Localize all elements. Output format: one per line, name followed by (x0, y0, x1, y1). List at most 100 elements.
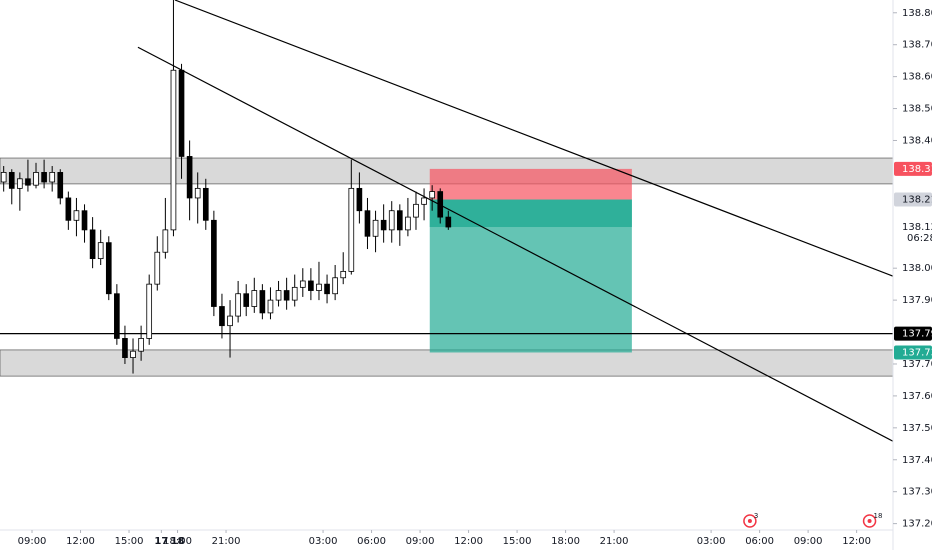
x-tick-label: 09:00 (18, 536, 47, 547)
candle-body (413, 203, 419, 218)
candle-body (114, 293, 120, 339)
candle-body (299, 280, 306, 288)
x-tick-label: 12:00 (454, 536, 483, 547)
price-label: 138.215 (902, 195, 932, 206)
price-label: 138.129 (902, 222, 932, 233)
price-label: 138.311 (902, 164, 932, 175)
y-tick-label: 138.800 (902, 8, 932, 19)
x-tick-label: 18:00 (551, 536, 580, 547)
price-label-bg (894, 345, 932, 360)
candle-body (291, 286, 298, 301)
x-tick-label: 06:00 (745, 536, 774, 547)
candle-body (162, 229, 169, 253)
open-pnl-zone (429, 199, 632, 228)
y-tick-label: 138.600 (902, 72, 932, 83)
candle-body (235, 293, 241, 317)
candle-body (275, 290, 282, 301)
trend-line (137, 46, 893, 442)
y-tick-label: 137.300 (902, 487, 932, 498)
candle-body (364, 210, 371, 237)
trend-line (174, 0, 893, 277)
candle-body (57, 172, 64, 199)
x-tick-label: 18:00 (163, 536, 192, 547)
candle-body (122, 338, 128, 358)
candle-body (211, 219, 217, 307)
candle-body (49, 172, 56, 183)
x-tick-label: 21:00 (600, 536, 629, 547)
event-icon-dot (867, 519, 872, 523)
x-tick-label: 09:00 (794, 536, 823, 547)
price-label-bg (894, 220, 932, 235)
candle-body (105, 242, 112, 295)
x-tick-label: 15:00 (115, 536, 144, 547)
price-label: 137.736 (902, 347, 932, 358)
candle-body (130, 350, 136, 358)
x-tick-label: 06:00 (357, 536, 386, 547)
candle-body (405, 216, 411, 231)
candle-body (340, 270, 347, 279)
x-tick-label: 18 (171, 536, 185, 547)
axes: 138.800 138.700 138.600 138.500 138.400 138.0… (18, 8, 932, 547)
y-tick-label: 138.000 (902, 263, 932, 274)
candle-body (170, 69, 177, 231)
candle-body (421, 197, 427, 205)
x-tick-label: 12:00 (66, 536, 95, 547)
candle-body (243, 293, 250, 307)
candle-body (138, 338, 144, 352)
price-label-bg (894, 326, 932, 341)
y-tick-label: 137.900 (902, 295, 932, 306)
candle-body (372, 219, 379, 237)
candle-body (380, 219, 387, 231)
candle-body (219, 306, 225, 327)
candle-body (429, 191, 435, 199)
candle-body (308, 280, 314, 291)
candle-body (332, 277, 338, 295)
y-tick-label: 138.500 (902, 104, 932, 115)
y-tick-label: 138.700 (902, 40, 932, 51)
x-tick-label: 09:00 (406, 536, 435, 547)
candle-body (316, 283, 322, 291)
candle-body (267, 299, 274, 314)
candle-body (0, 172, 7, 183)
x-tick-label: 15:00 (503, 536, 532, 547)
price-label-bg (894, 161, 932, 176)
candle-body (227, 315, 233, 327)
y-tick-label: 137.700 (902, 359, 932, 370)
candle-body (348, 187, 355, 272)
price-label-bg (894, 192, 932, 207)
candle-body (65, 197, 72, 221)
y-tick-label: 137.600 (902, 391, 932, 402)
candle-body (97, 242, 104, 260)
x-tick-label: 03:00 (697, 536, 726, 547)
candle-body (388, 210, 395, 231)
y-tick-label: 137.400 (902, 455, 932, 466)
candle-body (251, 290, 258, 307)
candle-body (437, 191, 444, 218)
event-icon-dot (747, 519, 752, 523)
candle-body (81, 210, 88, 231)
y-tick-label: 137.500 (902, 423, 932, 434)
candle-body (154, 251, 161, 285)
candle-body (259, 290, 266, 314)
stop-zone (429, 168, 632, 200)
x-tick-label: 12:00 (842, 536, 871, 547)
candle-body (73, 210, 80, 221)
y-tick-label: 138.400 (902, 135, 932, 146)
candle-body (178, 69, 185, 157)
candle-body (89, 229, 96, 260)
plot-area: 3 18 (0, 0, 893, 528)
candle-body (194, 187, 201, 199)
x-tick-label: 21:00 (212, 536, 241, 547)
price-label: 137.795 (902, 329, 932, 340)
candle-body (41, 172, 47, 183)
candle-body (186, 156, 193, 199)
y-tick-label: 137.200 (902, 519, 932, 530)
event-count: 18 (874, 512, 883, 520)
candle-body (25, 178, 31, 186)
candle-body (283, 290, 290, 301)
event-count: 3 (754, 512, 758, 520)
candle-body (202, 187, 209, 221)
countdown: 06:28 (907, 233, 932, 244)
candle-body (356, 187, 363, 212)
